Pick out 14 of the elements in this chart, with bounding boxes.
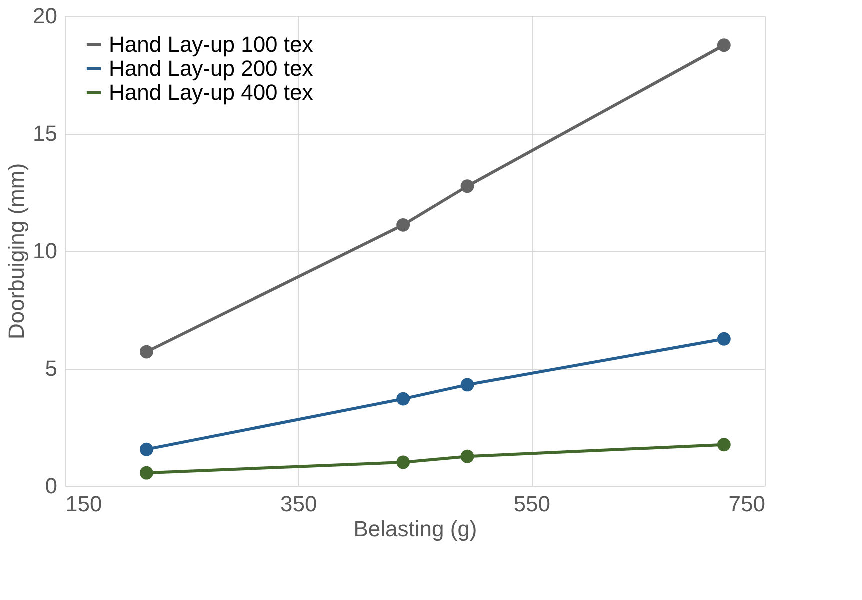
y-axis-title: Doorbuiging (mm)	[4, 163, 30, 340]
x-tick-label: 750	[728, 492, 766, 516]
x-axis-title: Belasting (g)	[354, 516, 478, 542]
y-tick-label: 5	[45, 356, 58, 381]
legend-label: Hand Lay-up 200 tex	[109, 56, 314, 81]
x-tick-label: 550	[514, 492, 551, 516]
y-tick-label: 0	[45, 474, 58, 498]
x-tick-label: 150	[66, 492, 102, 516]
y-tick-label: 10	[33, 238, 58, 264]
y-tick-label: 15	[33, 121, 58, 146]
x-tick-label: 350	[280, 492, 318, 516]
legend-label: Hand Lay-up 100 tex	[109, 32, 314, 57]
legend-label: Hand Lay-up 400 tex	[109, 80, 314, 105]
y-tick-label: 20	[33, 4, 58, 28]
